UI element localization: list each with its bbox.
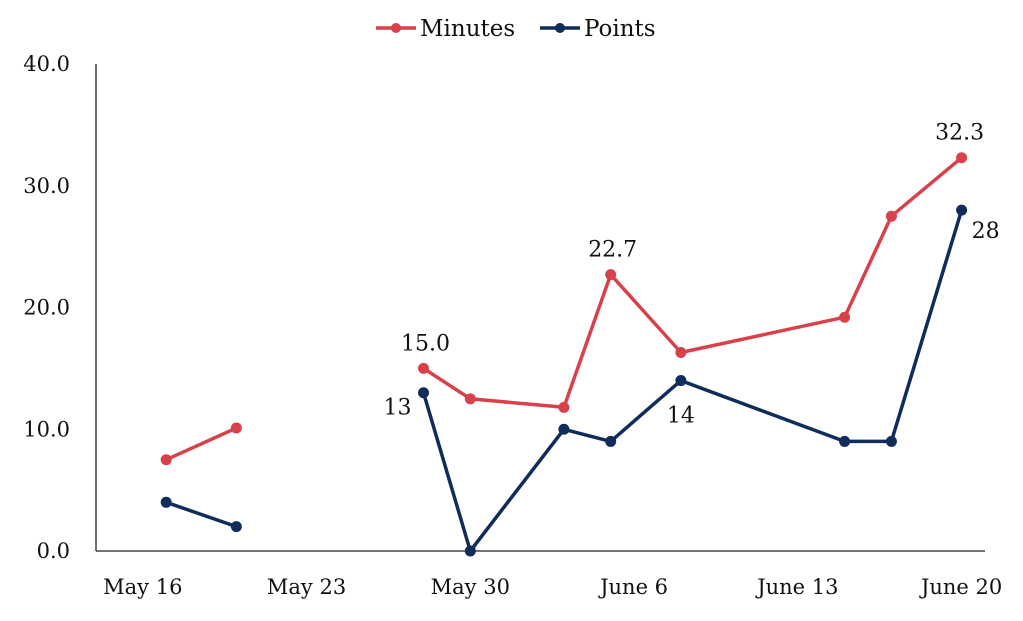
legend: Minutes Points (376, 16, 656, 42)
x-tick-label: May 23 (267, 575, 346, 599)
legend-swatch-marker (555, 23, 565, 33)
data-point-points (160, 496, 172, 508)
series-line-minutes (165, 426, 238, 462)
data-point-minutes (464, 393, 476, 405)
series-line-minutes (422, 156, 963, 410)
data-label-minutes: 32.3 (935, 121, 984, 146)
y-tick-label: 0.0 (37, 539, 70, 563)
data-point-minutes (605, 269, 617, 281)
legend-label: Points (584, 16, 656, 42)
y-tick-label: 40.0 (23, 52, 70, 76)
data-point-minutes (230, 422, 242, 434)
data-point-points (675, 375, 687, 387)
data-label-points: 28 (972, 219, 1000, 244)
data-label-points: 13 (384, 396, 412, 421)
data-label-points: 14 (667, 404, 695, 429)
x-tick-label: June 20 (919, 575, 1002, 599)
series-line-points (421, 209, 964, 553)
y-tick-label: 20.0 (23, 296, 70, 320)
data-point-minutes (160, 454, 172, 466)
data-point-points (605, 435, 617, 447)
data-label-minutes: 15.0 (401, 331, 450, 356)
data-label-minutes: 22.7 (588, 238, 637, 263)
series-points (160, 152, 968, 557)
data-point-points (839, 435, 851, 447)
axes (95, 64, 985, 552)
data-point-points (558, 423, 570, 435)
legend-swatch-marker (391, 23, 401, 33)
legend-label: Minutes (420, 16, 515, 42)
y-tick-label: 30.0 (23, 174, 70, 198)
data-point-points (956, 204, 968, 216)
data-point-minutes (885, 210, 897, 222)
y-tick-label: 10.0 (23, 417, 70, 441)
x-tick-label: May 16 (103, 575, 182, 599)
data-point-points (464, 545, 476, 557)
data-point-minutes (558, 401, 570, 413)
data-point-points (885, 435, 897, 447)
data-point-minutes (418, 362, 430, 374)
data-point-minutes (675, 347, 687, 359)
data-point-points (418, 387, 430, 399)
x-tick-label: May 30 (431, 575, 510, 599)
series-line-points (165, 500, 237, 529)
data-point-minutes (956, 152, 968, 164)
tick-labels: 0.0 10.0 20.0 30.0 40.0 May 16 May 23 May 30 Jun… (23, 52, 1002, 599)
data-point-minutes (839, 311, 851, 323)
data-point-points (230, 521, 242, 533)
x-tick-label: June 13 (755, 575, 838, 599)
x-tick-label: June 6 (598, 575, 668, 599)
series-lines (165, 156, 964, 553)
data-labels: 15.0 22.7 32.3 13 14 28 (384, 121, 1000, 429)
